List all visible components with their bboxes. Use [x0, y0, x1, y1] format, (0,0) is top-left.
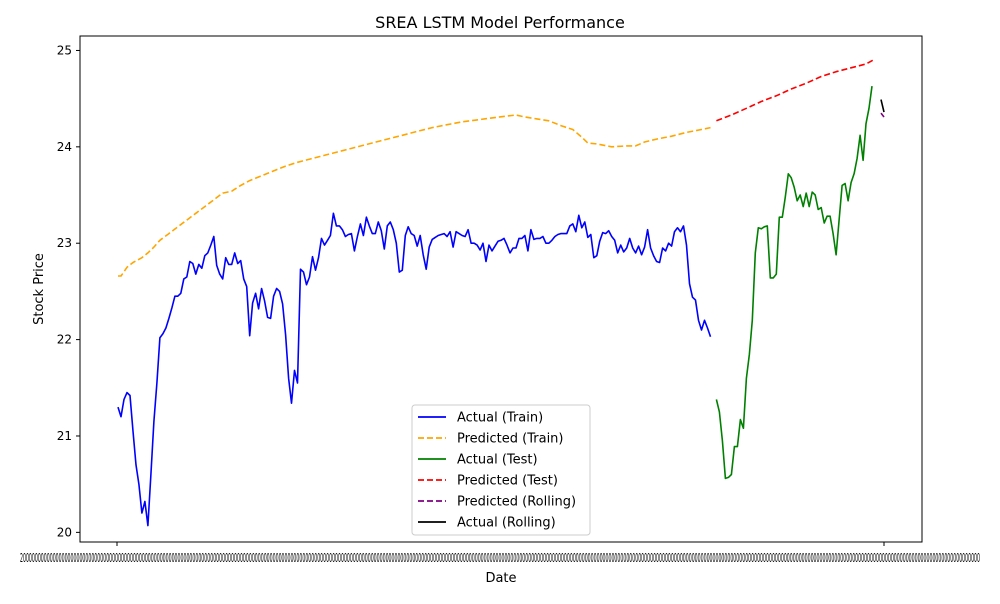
series-line-actual-rolling: [880, 99, 885, 113]
legend-label: Predicted (Rolling): [457, 495, 576, 510]
x-axis: 2000000000000000000000000000000000000000…: [20, 542, 980, 565]
y-tick-label: 22: [57, 333, 72, 347]
legend: Actual (Train) Predicted (Train) Actual (T…: [411, 404, 591, 536]
y-tick-label: 20: [57, 525, 72, 539]
plot-area: 20 21 22 23 24 25 200000000000000000000000000…: [20, 35, 980, 565]
legend-label: Actual (Test): [457, 453, 538, 468]
series-line-actual-test: [715, 85, 873, 480]
series-group: [117, 58, 885, 527]
x-tick-labels: 2000000000000000000000000000000000000000…: [20, 551, 980, 565]
legend-label: Predicted (Train): [457, 432, 564, 447]
legend-label: Actual (Rolling): [457, 516, 556, 531]
series-line-predicted-train: [118, 114, 711, 277]
plot-frame: [79, 35, 923, 543]
series-line-actual-train: [117, 212, 712, 527]
series-line-predicted-test: [716, 58, 876, 122]
series-line-predicted-rolling: [880, 112, 885, 118]
y-tick-label: 25: [57, 43, 72, 57]
legend-box: [411, 404, 591, 536]
y-axis-label: Stock Price: [32, 253, 47, 325]
y-tick-label: 21: [57, 429, 72, 443]
chart-title: SREA LSTM Model Performance: [375, 13, 625, 32]
y-tick-label: 23: [57, 236, 72, 250]
legend-label: Predicted (Test): [457, 474, 558, 489]
y-tick-label: 24: [57, 140, 72, 154]
legend-label: Actual (Train): [457, 411, 543, 426]
y-axis: 20 21 22 23 24 25: [57, 43, 80, 539]
x-axis-label: Date: [485, 571, 516, 586]
